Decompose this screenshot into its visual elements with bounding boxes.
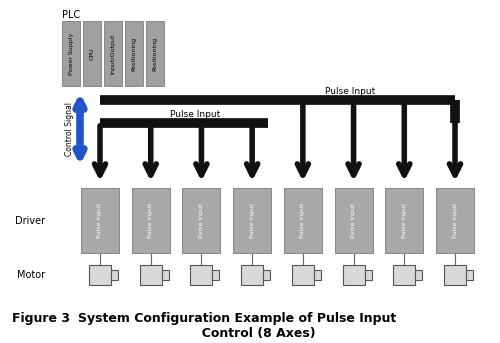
Bar — [364, 270, 372, 280]
Bar — [81, 188, 119, 253]
Bar — [104, 21, 122, 86]
Bar — [162, 270, 168, 280]
Text: Positioning: Positioning — [132, 36, 136, 71]
Text: Pulse Input: Pulse Input — [250, 203, 254, 238]
Bar — [386, 188, 424, 253]
Bar — [140, 265, 162, 285]
Text: Positioning: Positioning — [152, 36, 158, 71]
Bar — [233, 188, 271, 253]
Text: Power Supply: Power Supply — [68, 32, 73, 75]
Bar — [263, 270, 270, 280]
Text: Pulse Input: Pulse Input — [351, 203, 356, 238]
Bar — [62, 21, 80, 86]
Bar — [444, 265, 466, 285]
Text: Motor: Motor — [17, 270, 45, 280]
Bar — [342, 265, 364, 285]
Bar — [416, 270, 422, 280]
Bar — [125, 21, 143, 86]
Text: Pulse Input: Pulse Input — [300, 203, 306, 238]
Text: Pulse Input: Pulse Input — [325, 87, 375, 96]
Bar — [182, 188, 220, 253]
Bar — [132, 188, 170, 253]
Text: Figure 3: Figure 3 — [12, 312, 70, 325]
Text: Input/Output: Input/Output — [110, 33, 116, 74]
Text: PLC: PLC — [62, 10, 80, 20]
Text: CPU: CPU — [90, 47, 94, 60]
Bar — [436, 188, 474, 253]
Bar — [466, 270, 473, 280]
Text: Driver: Driver — [15, 215, 45, 225]
Bar — [394, 265, 415, 285]
Text: Pulse Input: Pulse Input — [452, 203, 458, 238]
Bar — [89, 265, 111, 285]
Bar — [284, 188, 322, 253]
Text: Pulse Input: Pulse Input — [148, 203, 153, 238]
Bar — [146, 21, 164, 86]
Bar — [334, 188, 372, 253]
Bar — [212, 270, 220, 280]
Bar — [292, 265, 314, 285]
Bar — [111, 270, 118, 280]
Text: Control Signal: Control Signal — [65, 102, 74, 156]
Text: Pulse Input: Pulse Input — [98, 203, 102, 238]
Bar — [190, 265, 212, 285]
Bar — [241, 265, 263, 285]
Text: Pulse Input: Pulse Input — [170, 110, 220, 119]
Bar — [83, 21, 101, 86]
Text: Pulse Input: Pulse Input — [199, 203, 204, 238]
Text: Pulse Input: Pulse Input — [402, 203, 407, 238]
Bar — [314, 270, 321, 280]
Text: System Configuration Example of Pulse Input
          Control (8 Axes): System Configuration Example of Pulse In… — [78, 312, 396, 340]
